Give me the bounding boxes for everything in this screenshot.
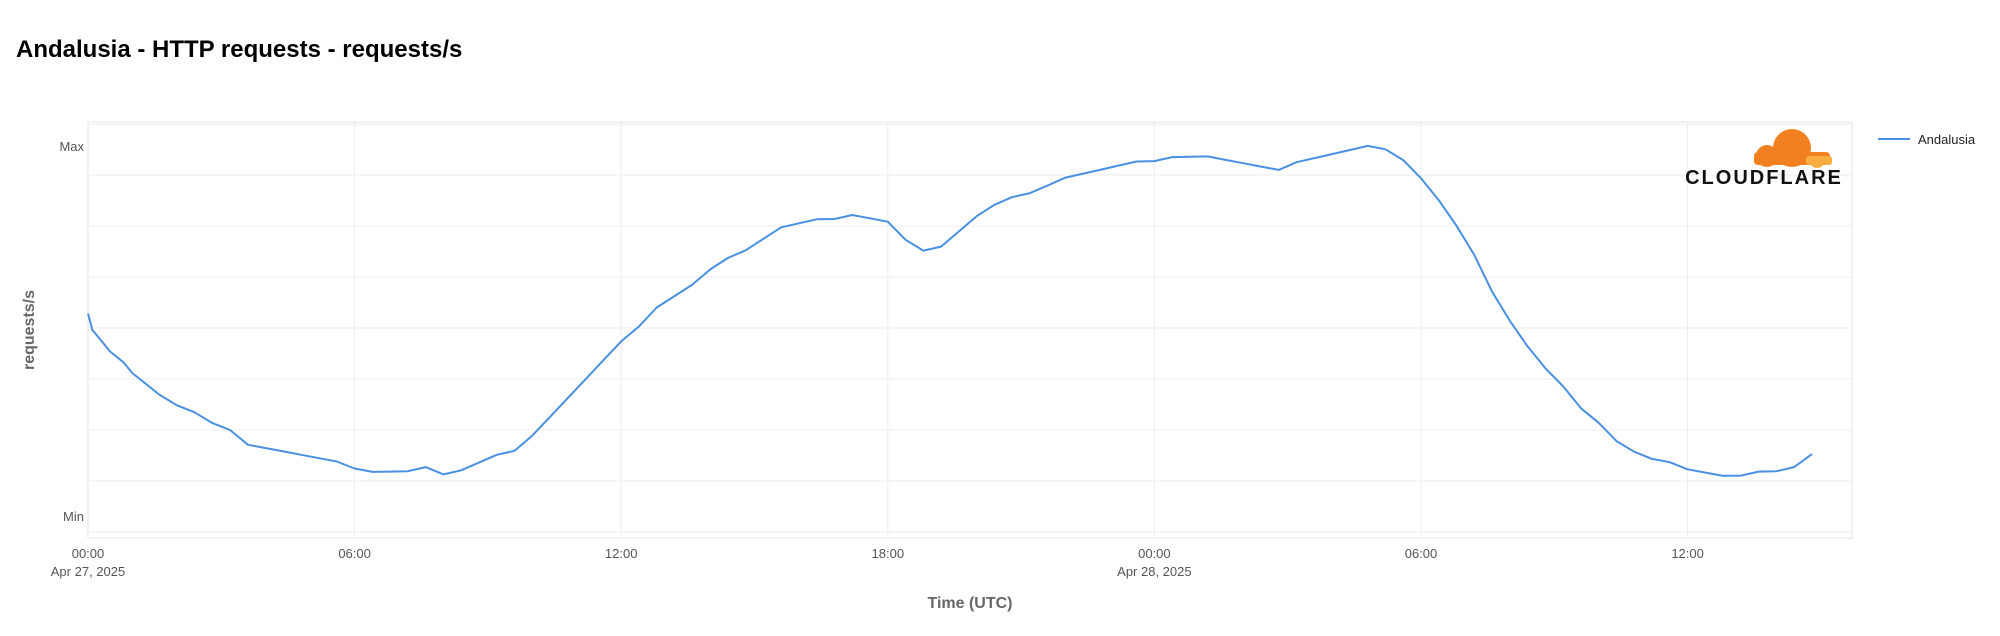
series-line-andalusia [87, 144, 1813, 477]
cloud-icon [1754, 129, 1832, 168]
legend-label-andalusia: Andalusia [1918, 132, 1976, 147]
chart-title: Andalusia - HTTP requests - requests/s [16, 36, 463, 63]
x-tick-time: 00:00 [72, 546, 105, 561]
y-tick-min: Min [63, 509, 84, 524]
x-tick-time: 06:00 [338, 546, 371, 561]
plot-area [87, 121, 1853, 539]
cloudflare-wordmark: CLOUDFLARE [1685, 167, 1843, 189]
x-tick-time: 12:00 [1671, 546, 1704, 561]
x-tick-time: 18:00 [872, 546, 905, 561]
y-axis-title: requests/s [21, 290, 38, 370]
legend[interactable]: Andalusia [1878, 132, 1976, 147]
cloudflare-logo: CLOUDFLARE [1685, 129, 1843, 189]
x-tick-time: 06:00 [1405, 546, 1438, 561]
x-tick-time: 12:00 [605, 546, 638, 561]
x-tick-date: Apr 28, 2025 [1117, 564, 1191, 579]
series-layer [87, 144, 1813, 477]
x-tick-time: 00:00 [1138, 546, 1171, 561]
vertical-gridlines [87, 122, 1689, 538]
horizontal-gridlines [88, 123, 1852, 533]
x-tick-date: Apr 27, 2025 [51, 564, 125, 579]
x-axis-ticks: 00:00 Apr 27, 2025 06:00 12:00 18:00 00:00 Apr… [51, 546, 1704, 579]
x-axis-title: Time (UTC) [927, 595, 1012, 612]
y-tick-max: Max [59, 139, 84, 154]
